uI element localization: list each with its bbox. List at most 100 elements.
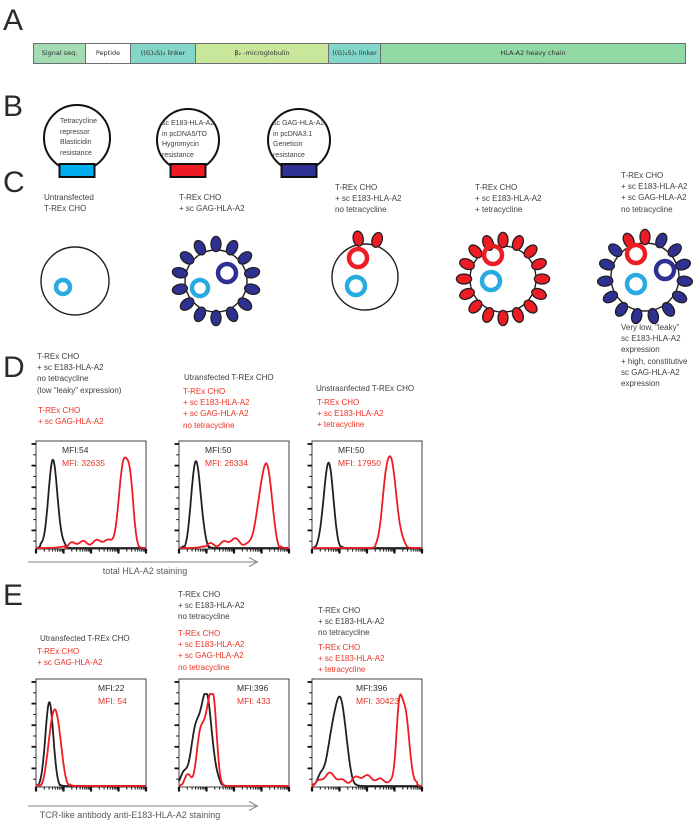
surface-molecule xyxy=(531,257,547,271)
surface-molecule xyxy=(193,306,207,323)
mfi-value-black: MFI:22 xyxy=(98,683,125,693)
surface-molecule xyxy=(531,287,547,301)
d1-red-label: T-REx CHO + sc GAG-HLA-A2 xyxy=(38,406,104,427)
surface-molecule xyxy=(243,283,261,296)
mfi-value-red: MFI: 30423 xyxy=(356,696,399,706)
mfi-value-black: MFI:50 xyxy=(338,445,365,455)
cell-label-5: T-REx CHO + sc E183-HLA-A2 + sc GAG-HLA-… xyxy=(621,171,688,214)
surface-molecule xyxy=(533,273,551,285)
plasmid-gag: sc GAG-HLA-A2 in pcDNA3.1 Geneticin resi… xyxy=(267,108,331,178)
episome-ring xyxy=(653,258,677,282)
construct-segment-5: ((G)₄S)₃ linker xyxy=(329,44,381,63)
d2-red-label: T-REx CHO + sc E183-HLA-A2 + sc GAG-HLA-… xyxy=(183,387,250,430)
e-axis-label: TCR-like antibody anti-E183-HLA-A2 stain… xyxy=(39,810,221,820)
surface-molecule xyxy=(511,307,525,323)
curve-black-control xyxy=(178,693,290,787)
mfi-value-red: MFI: 17950 xyxy=(338,458,381,468)
surface-molecule xyxy=(237,251,253,265)
episome-ring xyxy=(53,277,73,297)
panel-letter-a: A xyxy=(3,4,24,37)
e1-black-label: Utransfected T-REx CHO xyxy=(40,634,130,643)
surface-molecule xyxy=(614,301,629,317)
mfi-value-black: MFI:396 xyxy=(237,683,269,693)
curve-red-overexpression xyxy=(178,462,290,549)
cell-diagram-5 xyxy=(596,228,694,325)
episome-ring xyxy=(346,246,370,270)
d-axis-label: total HLA-A2 staining xyxy=(102,566,188,576)
surface-molecule xyxy=(225,306,239,323)
panel-letter-c: C xyxy=(3,166,25,199)
surface-molecule xyxy=(171,266,189,279)
cell-label-4: T-REx CHO + sc E183-HLA-A2 + tetracyclin… xyxy=(475,183,542,215)
d3-red-label: T-REx CHO + sc E183-HLA-A2 + tetracyclin… xyxy=(317,398,384,430)
surface-molecule xyxy=(661,301,676,317)
mfi-value-black: MFI:54 xyxy=(62,445,89,455)
cell-label-1: Untransfected T-REx CHO xyxy=(44,193,94,214)
surface-molecule xyxy=(243,266,261,279)
flow-histogram-plot xyxy=(307,678,424,792)
flow-histogram-plot xyxy=(174,440,291,554)
d1-black-label: T-REx CHO + sc E183-HLA-A2 no tetracycli… xyxy=(37,352,122,395)
surface-molecule xyxy=(352,230,364,247)
surface-molecule xyxy=(468,299,483,314)
plasmid-text: sc GAG-HLA-A2 in pcDNA3.1 Geneticin resi… xyxy=(273,120,325,159)
surface-molecule xyxy=(459,257,475,271)
e3-red-label: T-REx CHO + sc E183-HLA-A2 + tetracyclin… xyxy=(318,643,385,675)
cell-diagram-2 xyxy=(171,235,261,327)
plasmid-text: Tetracycline repressor Blasticidin resis… xyxy=(60,118,97,157)
d-axis-arrow xyxy=(28,557,259,567)
mfi-value-red: MFI: 54 xyxy=(98,696,127,706)
mfi-value-red: MFI: 26334 xyxy=(205,458,248,468)
episome-ring xyxy=(481,243,505,267)
surface-molecule xyxy=(598,258,616,271)
cell-label-2: T-REx CHO + sc GAG-HLA-A2 xyxy=(179,193,245,214)
flow-histogram-E2: MFI:396 MFI: 433 xyxy=(174,678,291,792)
e-axis-arrow xyxy=(28,801,259,811)
surface-molecule xyxy=(671,290,688,304)
surface-molecule xyxy=(481,307,495,323)
construct-segment-4: β₂ -microglobulin xyxy=(196,44,329,63)
surface-molecule xyxy=(523,244,538,259)
panel-letter-e: E xyxy=(3,579,24,612)
flow-histogram-D1: MFI:54 MFI: 32635 xyxy=(31,440,148,554)
d3-black-label: Unstrasnfected T-REx CHO xyxy=(316,384,415,393)
episome-ring xyxy=(624,242,648,266)
flow-histogram-D3: MFI:50 MFI: 17950 xyxy=(307,440,424,554)
curve-black-control xyxy=(311,461,423,549)
mfi-value-black: MFI:396 xyxy=(356,683,388,693)
surface-molecule xyxy=(596,275,614,287)
curve-black-control xyxy=(178,460,290,549)
episome-ring xyxy=(344,274,368,298)
surface-molecule xyxy=(511,235,525,251)
e2-red-label: T-REx CHO + sc E183-HLA-A2 + sc GAG-HLA-… xyxy=(178,629,245,672)
e2-black-label: T-REx CHO + sc E183-HLA-A2 no tetracycli… xyxy=(178,590,245,622)
d2-black-label: Utransfected T-REx CHO xyxy=(184,373,274,382)
cell-diagram-1 xyxy=(40,246,110,316)
surface-molecule xyxy=(225,239,239,256)
e1-red-label: T-REx CHO + sc GAG-HLA-A2 xyxy=(37,647,103,668)
flow-histogram-plot xyxy=(174,678,291,792)
surface-molecule xyxy=(179,251,195,265)
curve-red-overexpression xyxy=(311,455,423,549)
flow-histogram-E1: MFI:22 MFI: 54 xyxy=(31,678,148,792)
surface-molecule xyxy=(523,299,538,314)
surface-molecule xyxy=(497,309,509,327)
flow-histogram-E3: MFI:396 MFI: 30423 xyxy=(307,678,424,792)
curve-red-overexpression xyxy=(35,456,147,549)
flow-histogram-plot xyxy=(307,440,424,554)
cell-5-note: Very low, “leaky” sc E183-HLA-A2 express… xyxy=(621,323,688,389)
surface-molecule xyxy=(497,231,509,249)
curve-red-overexpression xyxy=(35,708,147,787)
episome-ring xyxy=(189,277,211,299)
surface-molecule xyxy=(639,228,651,246)
panel-letter-d: D xyxy=(3,351,25,384)
plasmid-e183: sc E183-HLA-A2 in pcDNA5/TO Hygromycin r… xyxy=(156,108,220,178)
curve-black-control xyxy=(311,695,423,787)
e3-black-label: T-REx CHO + sc E183-HLA-A2 no tetracycli… xyxy=(318,606,385,638)
surface-molecule xyxy=(468,244,483,259)
surface-molecule xyxy=(193,239,207,256)
mfi-value-red: MFI: 433 xyxy=(237,696,271,706)
surface-molecule xyxy=(655,232,668,249)
episome-ring xyxy=(479,269,503,293)
surface-molecule xyxy=(676,275,694,287)
